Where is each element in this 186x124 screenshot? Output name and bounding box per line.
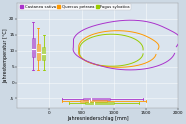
X-axis label: Jahresniederschlag [mm]: Jahresniederschlag [mm] bbox=[67, 116, 128, 121]
Bar bbox=[84, 98, 110, 100]
Legend: Castanea sativa, Quercus petraea, Fagus sylvatica: Castanea sativa, Quercus petraea, Fagus … bbox=[19, 4, 131, 10]
Bar bbox=[37, 44, 40, 60]
Bar bbox=[80, 100, 107, 102]
Y-axis label: Jahrestemperatur [°C]: Jahrestemperatur [°C] bbox=[3, 28, 8, 83]
Bar bbox=[42, 47, 45, 60]
Bar bbox=[85, 102, 114, 104]
Bar bbox=[32, 38, 35, 57]
